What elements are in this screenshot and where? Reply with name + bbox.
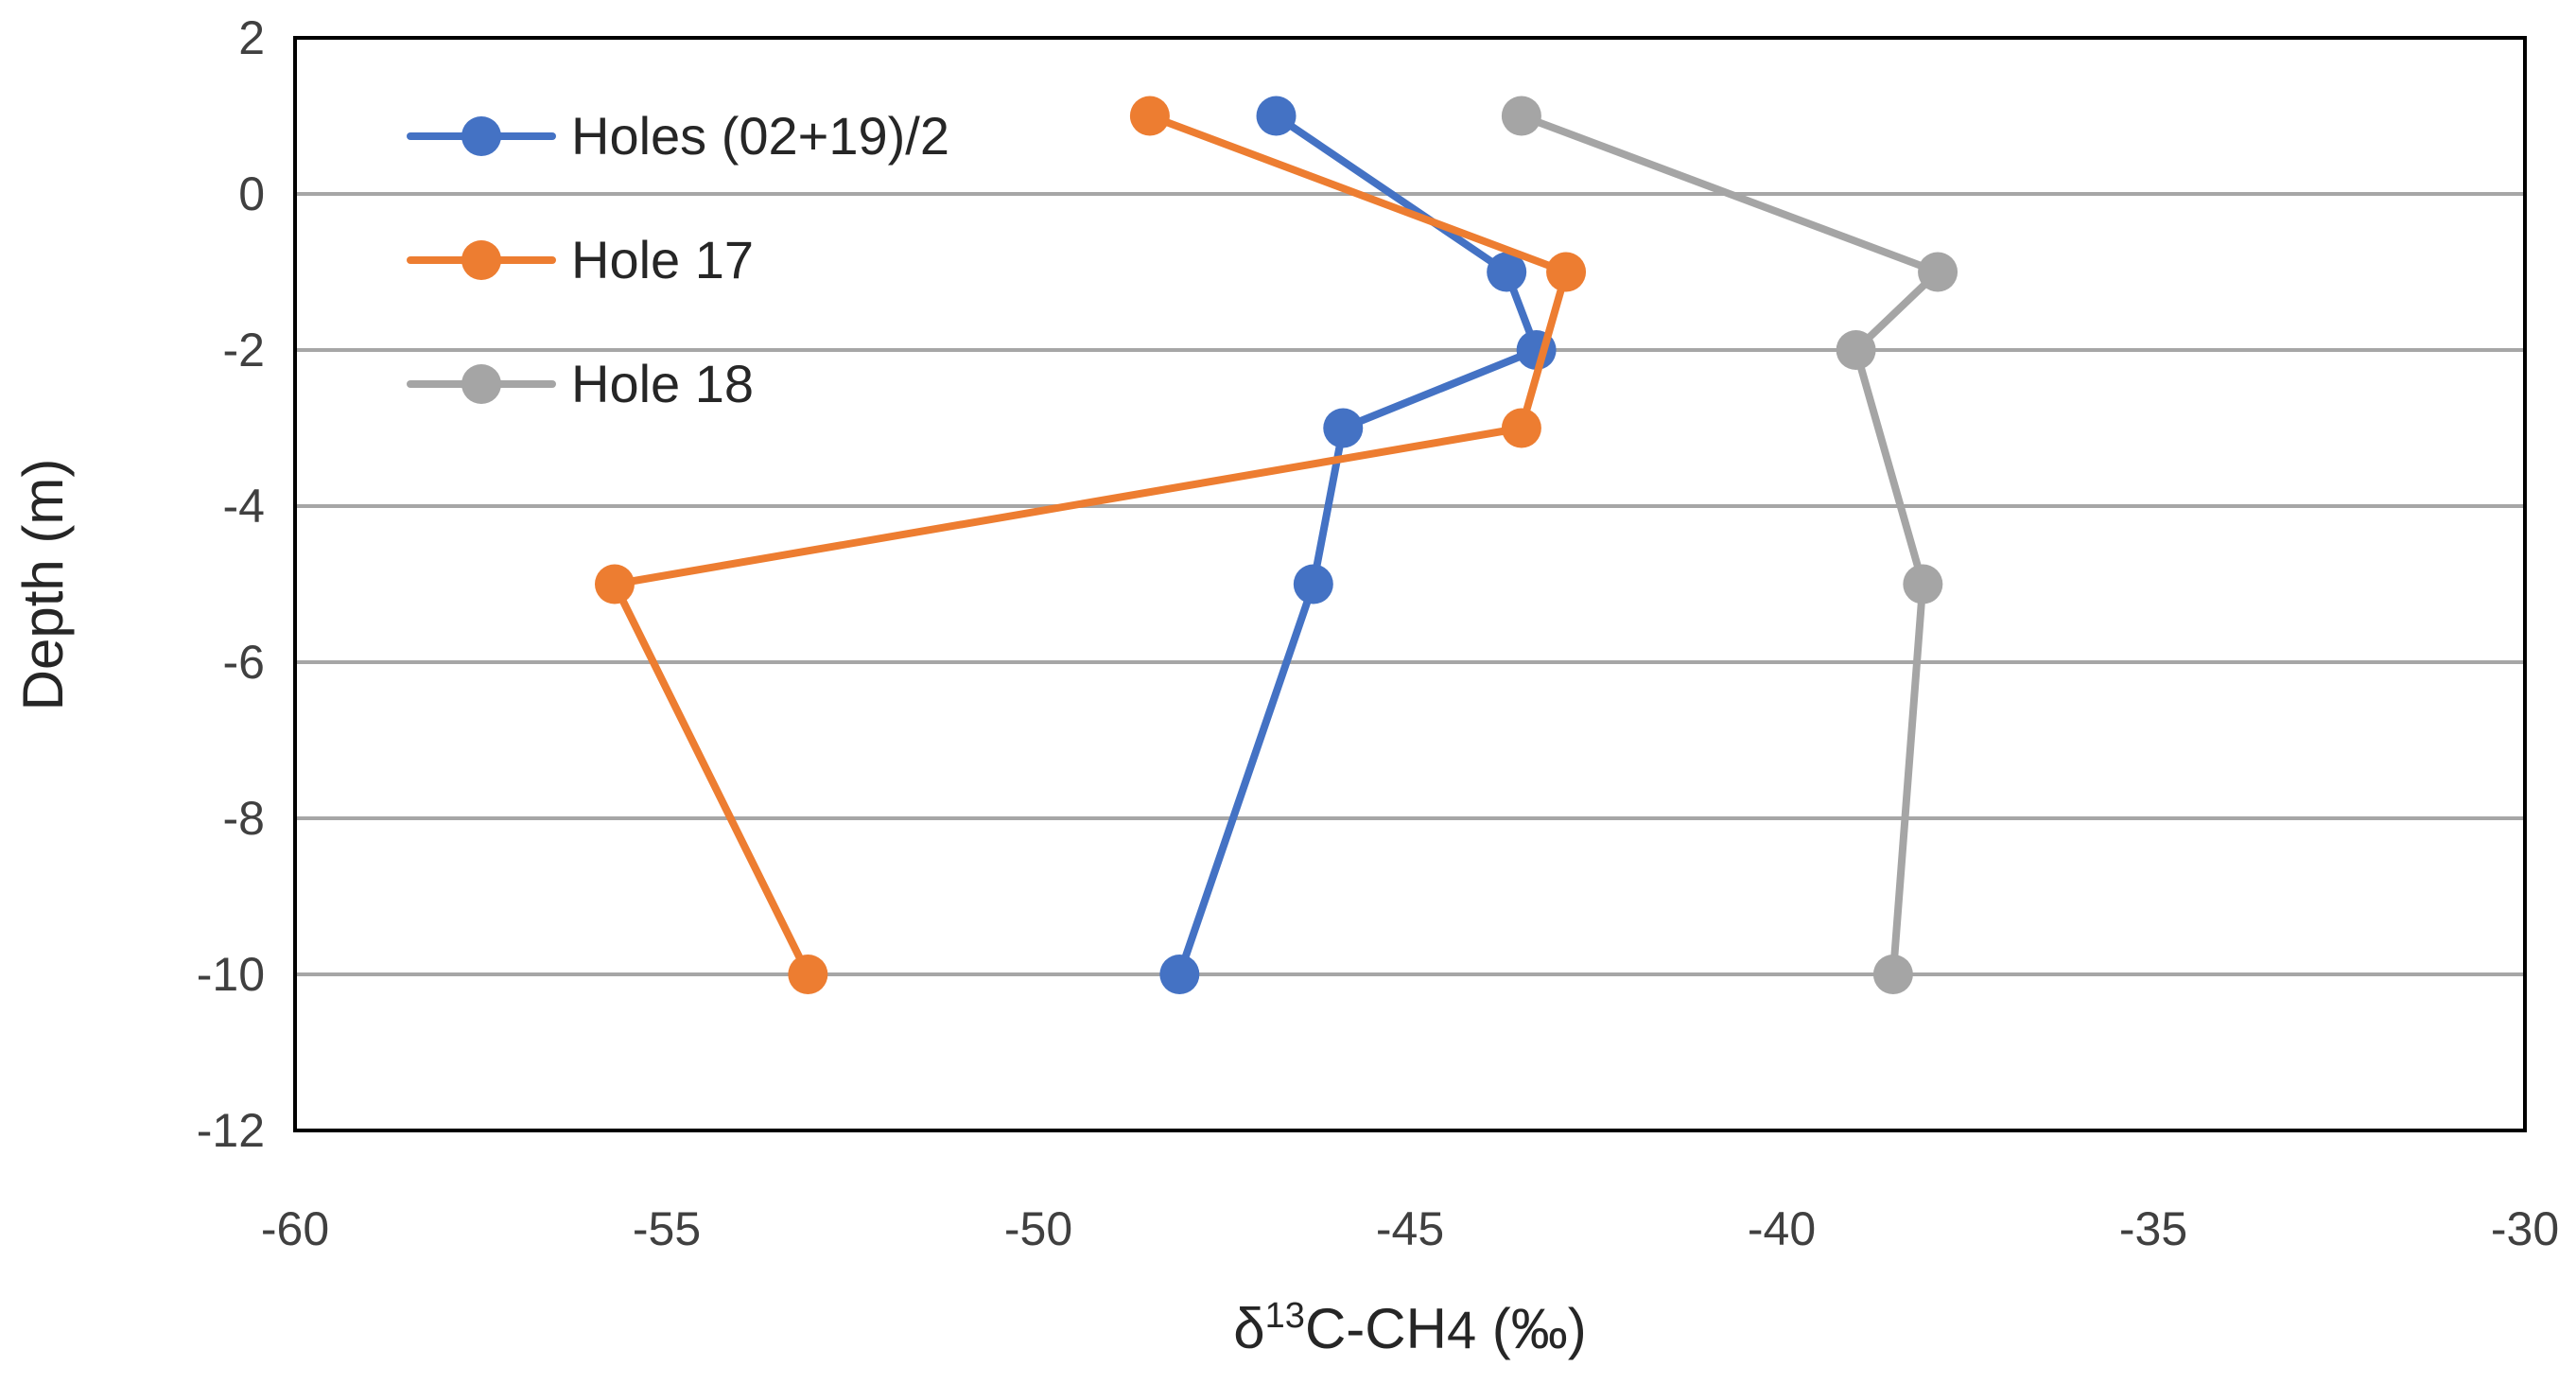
- x-tick-label: -45: [1376, 1202, 1444, 1255]
- data-point: [1903, 564, 1943, 604]
- grid-lines: [295, 192, 2525, 976]
- y-tick-label: -2: [223, 324, 265, 377]
- y-tick-label: -8: [223, 792, 265, 845]
- data-point: [1836, 330, 1876, 370]
- legend-marker: [461, 240, 501, 280]
- data-point: [1501, 408, 1541, 448]
- x-axis-title-unit: (‰): [1476, 1297, 1587, 1360]
- x-tick-label: -30: [2491, 1202, 2559, 1255]
- legend-label: Hole 17: [571, 230, 754, 289]
- plot-area-frame: [293, 36, 2527, 1132]
- series-line: [611, 112, 1571, 978]
- y-tick-label: 0: [238, 167, 265, 220]
- x-axis-title-prefix: δ: [1233, 1297, 1264, 1360]
- legend-item-2: Hole 17: [407, 230, 754, 289]
- x-tick-label: -55: [633, 1202, 701, 1255]
- x-axis-title-subscript: 4: [1447, 1300, 1476, 1359]
- legend: Holes (02+19)/2 Hole 17 Hole 18: [407, 106, 949, 413]
- data-point: [1159, 955, 1200, 994]
- data-point: [1293, 564, 1333, 604]
- y-axis-ticks: 2 0 -2 -4 -6 -8 -10 -12: [197, 11, 265, 1157]
- y-axis-title: Depth (m): [11, 459, 75, 711]
- y-tick-label: -10: [197, 948, 265, 1001]
- x-axis-ticks: -60 -55 -50 -45 -40 -35 -30: [261, 1202, 2559, 1255]
- y-tick-label: -6: [223, 636, 265, 689]
- legend-label: Holes (02+19)/2: [571, 106, 949, 166]
- legend-item-1: Holes (02+19)/2: [407, 106, 949, 166]
- series-1: [1159, 96, 1557, 994]
- data-point: [1323, 408, 1364, 448]
- data-point: [1872, 955, 1913, 994]
- data-point: [788, 955, 828, 994]
- x-tick-label: -35: [2119, 1202, 2187, 1255]
- series-layer: [594, 96, 1958, 994]
- data-point: [1546, 252, 1587, 292]
- x-tick-label: -60: [261, 1202, 329, 1255]
- legend-marker: [461, 364, 501, 404]
- data-point: [594, 564, 635, 604]
- data-point: [1487, 252, 1527, 292]
- legend-label: Hole 18: [571, 354, 754, 413]
- x-axis-title-suffix: C-CH: [1305, 1297, 1447, 1360]
- data-point: [1918, 252, 1958, 292]
- data-point: [1256, 96, 1297, 136]
- series-3: [1501, 96, 1958, 994]
- x-axis-title: δ13C-CH4 (‰): [1233, 1296, 1586, 1360]
- data-point: [1129, 96, 1170, 136]
- y-tick-label: -12: [197, 1104, 265, 1157]
- x-tick-label: -50: [1004, 1202, 1072, 1255]
- data-point: [1501, 96, 1541, 136]
- series-line: [1175, 112, 1540, 978]
- series-2: [594, 96, 1587, 994]
- x-tick-label: -40: [1748, 1202, 1816, 1255]
- y-tick-label: -4: [223, 480, 265, 533]
- legend-item-3: Hole 18: [407, 354, 754, 413]
- series-line: [1517, 112, 1942, 978]
- y-tick-label: 2: [238, 11, 265, 64]
- x-axis-title-superscript: 13: [1265, 1296, 1305, 1336]
- legend-marker: [461, 116, 501, 156]
